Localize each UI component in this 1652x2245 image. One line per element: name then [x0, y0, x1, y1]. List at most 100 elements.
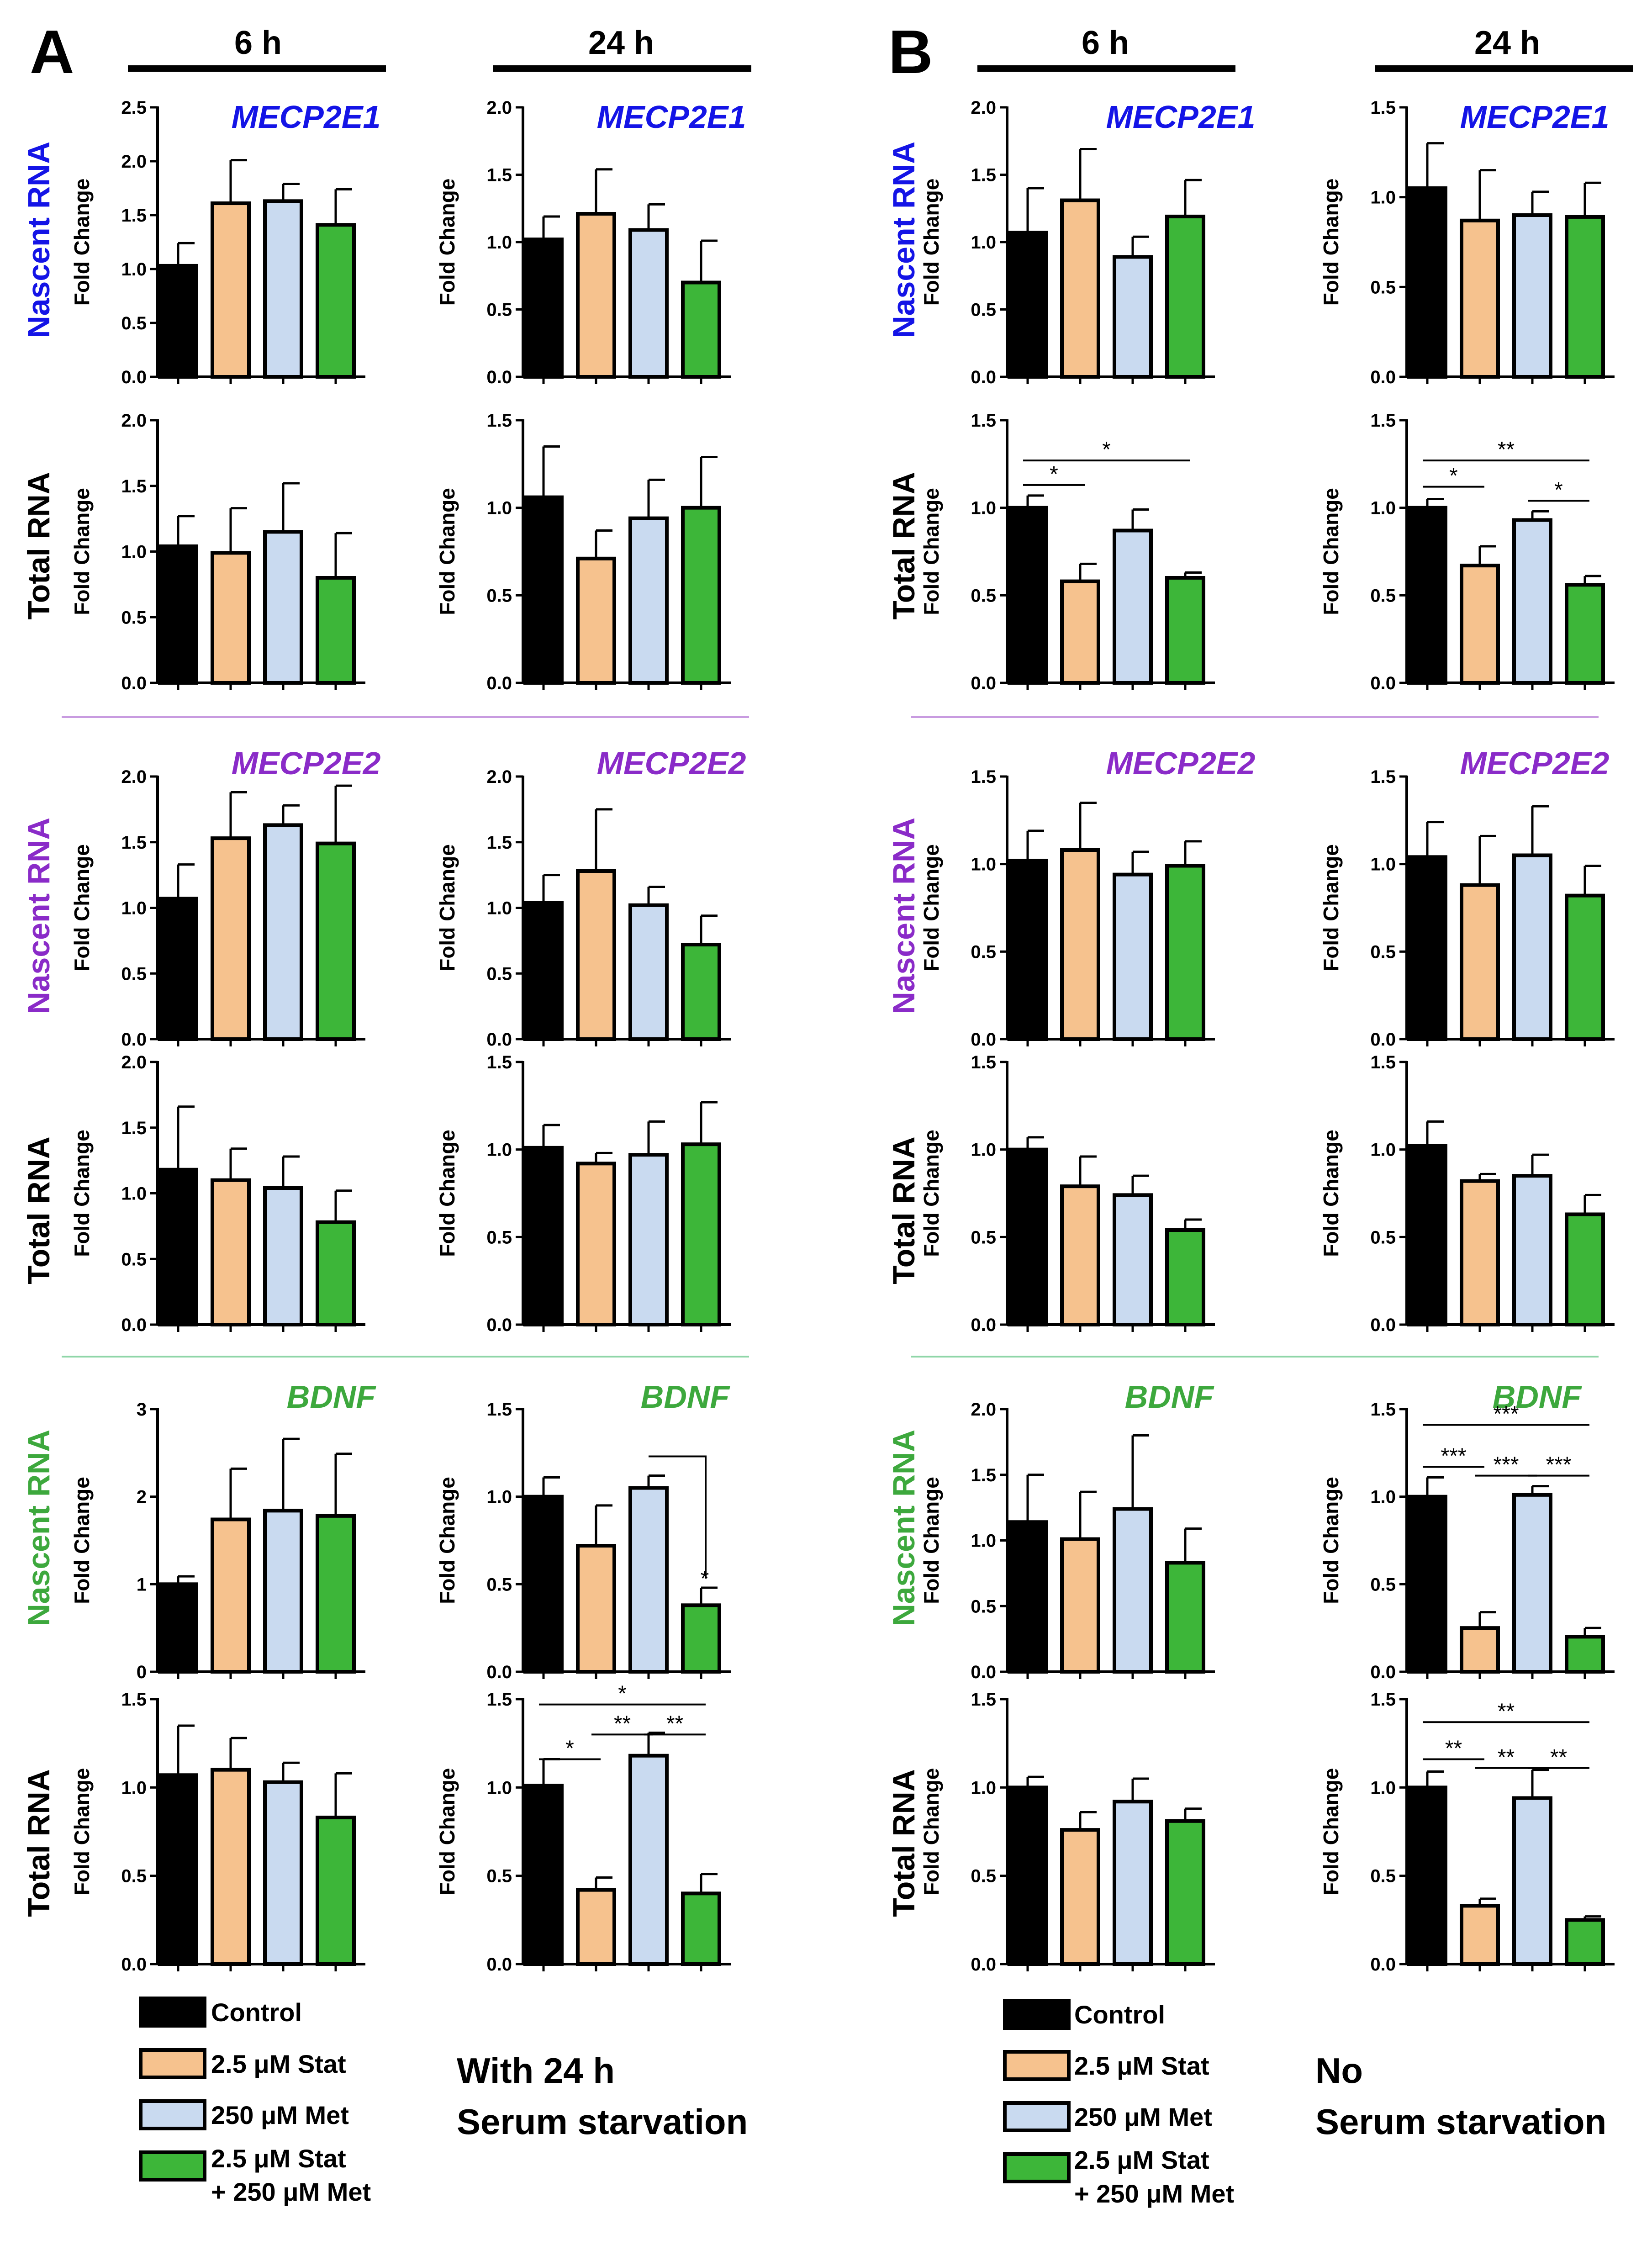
y-tick-label: 1.5	[1370, 1690, 1396, 1710]
y-tick-label: 0.5	[486, 300, 512, 320]
y-tick-label: 1.5	[486, 833, 512, 853]
y-tick-label: 0.5	[971, 942, 996, 962]
legend-b-combo-label-1: 2.5 μM Stat	[1074, 2145, 1209, 2174]
bar	[1407, 1495, 1447, 1674]
bar	[576, 1888, 616, 1966]
y-tick-label: 0.0	[121, 367, 147, 387]
bar	[1008, 231, 1048, 379]
bar	[1060, 1537, 1100, 1674]
bar	[263, 823, 303, 1041]
legend-a-control-swatch	[139, 1997, 206, 2028]
chart-B-24h-E2-nascent: 0.0 0.5 1.0 1.5 Fold Change	[1319, 767, 1615, 1050]
bar	[1407, 855, 1447, 1041]
y-axis-label: Fold Change	[435, 1477, 459, 1604]
y-tick-label: 1.0	[1370, 855, 1396, 875]
row-label-bdnf-total-b: Total RNA	[887, 1769, 921, 1917]
row-label-e2-nascent-b: Nascent RNA	[887, 818, 921, 1014]
significance-bracket	[649, 1455, 707, 1579]
bar	[263, 1780, 303, 1966]
y-tick-label: 1.0	[971, 855, 996, 875]
y-tick-label: 1.0	[486, 1778, 512, 1798]
bar	[523, 1495, 564, 1674]
y-tick-label: 1.0	[121, 898, 147, 919]
bar	[1460, 883, 1500, 1041]
bar	[628, 228, 669, 379]
significance-label: **	[1445, 1736, 1462, 1760]
chart-B-24h-BDNF-nascent: 0.0 0.5 1.0 1.5 Fold Change *** *** *** ***	[1319, 1400, 1615, 1682]
bar	[576, 1162, 616, 1326]
bar	[1113, 872, 1153, 1041]
y-tick-label: 0.5	[971, 300, 996, 320]
bar	[1460, 564, 1500, 685]
y-tick-label: 0.0	[971, 1662, 996, 1682]
y-tick-label: 1.5	[486, 411, 512, 431]
bar	[1407, 506, 1447, 685]
bar	[1165, 576, 1205, 685]
significance-label: **	[614, 1711, 631, 1736]
y-axis-label: Fold Change	[919, 1130, 943, 1257]
gene-title-e2-a24: MECP2E2	[597, 745, 746, 781]
y-axis-label: Fold Change	[70, 1768, 94, 1896]
y-tick-label: 0.5	[971, 1227, 996, 1247]
legend-b-stat-swatch	[1003, 2050, 1071, 2081]
y-tick-label: 2.0	[486, 98, 512, 118]
y-tick-label: 0.0	[1370, 1954, 1396, 1975]
y-tick-label: 2	[137, 1487, 147, 1507]
significance-label: *	[1554, 478, 1563, 502]
y-tick-label: 2.5	[121, 98, 147, 118]
y-tick-label: 1.0	[1370, 1140, 1396, 1160]
bar	[316, 576, 356, 685]
significance-label: ***	[1493, 1402, 1519, 1426]
bar	[316, 1220, 356, 1326]
bar	[1565, 893, 1605, 1041]
bar	[681, 1142, 721, 1327]
y-tick-label: 1.5	[1370, 98, 1396, 118]
bar	[158, 544, 198, 685]
y-tick-label: 1.0	[971, 1531, 996, 1551]
y-tick-label: 0.0	[121, 1030, 147, 1050]
y-tick-label: 1.5	[121, 833, 147, 853]
y-axis-label: Fold Change	[919, 488, 943, 615]
y-tick-label: 1.0	[121, 1184, 147, 1204]
gene-title-e2-b6: MECP2E2	[1106, 745, 1256, 781]
y-tick-label: 1.5	[121, 1690, 147, 1710]
significance-label: **	[1498, 438, 1515, 462]
y-tick-label: 0.5	[486, 586, 512, 606]
legend-b: Control 2.5 μM Stat 250 μM Met 2.5 μM St…	[1003, 1999, 1234, 2208]
row-label-e2-total-b: Total RNA	[887, 1136, 921, 1284]
y-tick-label: 0.5	[121, 1866, 147, 1886]
y-tick-label: 1.5	[1370, 411, 1396, 431]
bar	[1460, 218, 1500, 379]
y-tick-label: 0.0	[1370, 367, 1396, 387]
y-tick-label: 0.5	[971, 1596, 996, 1616]
y-tick-label: 0.5	[486, 964, 512, 984]
y-axis-label: Fold Change	[1319, 488, 1343, 615]
bar	[211, 836, 251, 1041]
gene-title-bdnf-b24: BDNF	[1493, 1379, 1583, 1415]
y-axis-label: Fold Change	[919, 1477, 943, 1604]
bar	[263, 1186, 303, 1326]
chart-B-6h-E1-total: 0.0 0.5 1.0 1.5 Fold Change * *	[919, 411, 1215, 693]
y-tick-label: 0.0	[971, 673, 996, 693]
bar	[211, 1768, 251, 1966]
row-label-bdnf-nascent-a: Nascent RNA	[21, 1430, 56, 1627]
bar	[681, 1891, 721, 1966]
y-tick-label: 1.0	[486, 898, 512, 919]
chart-B-6h-E1-nascent: 0.0 0.5 1.0 1.5 2.0 Fold Change	[919, 98, 1215, 387]
bar	[523, 1784, 564, 1966]
bar	[628, 1754, 669, 1966]
chart-B-6h-E2-total: 0.0 0.5 1.0 1.5 Fold Change	[919, 1052, 1215, 1335]
chart-B-6h-E2-nascent: 0.0 0.5 1.0 1.5 Fold Change	[919, 767, 1215, 1050]
y-tick-label: 0.0	[971, 1315, 996, 1335]
bar	[1060, 1828, 1100, 1966]
y-axis-label: Fold Change	[70, 488, 94, 615]
bar	[1008, 1147, 1048, 1327]
y-tick-label: 0.0	[1370, 1315, 1396, 1335]
y-axis-label: Fold Change	[1319, 844, 1343, 972]
chart-A-6h-E2-total: 0.0 0.5 1.0 1.5 2.0 Fold Change	[70, 1052, 365, 1335]
y-tick-label: 0.5	[971, 1866, 996, 1886]
bar	[628, 903, 669, 1041]
bar	[523, 495, 564, 685]
charts-layer: 0.0 0.5 1.0 1.5 2.0 2.5 Fold Change 0.0 0.5 1.0 1.…	[70, 98, 1615, 1975]
